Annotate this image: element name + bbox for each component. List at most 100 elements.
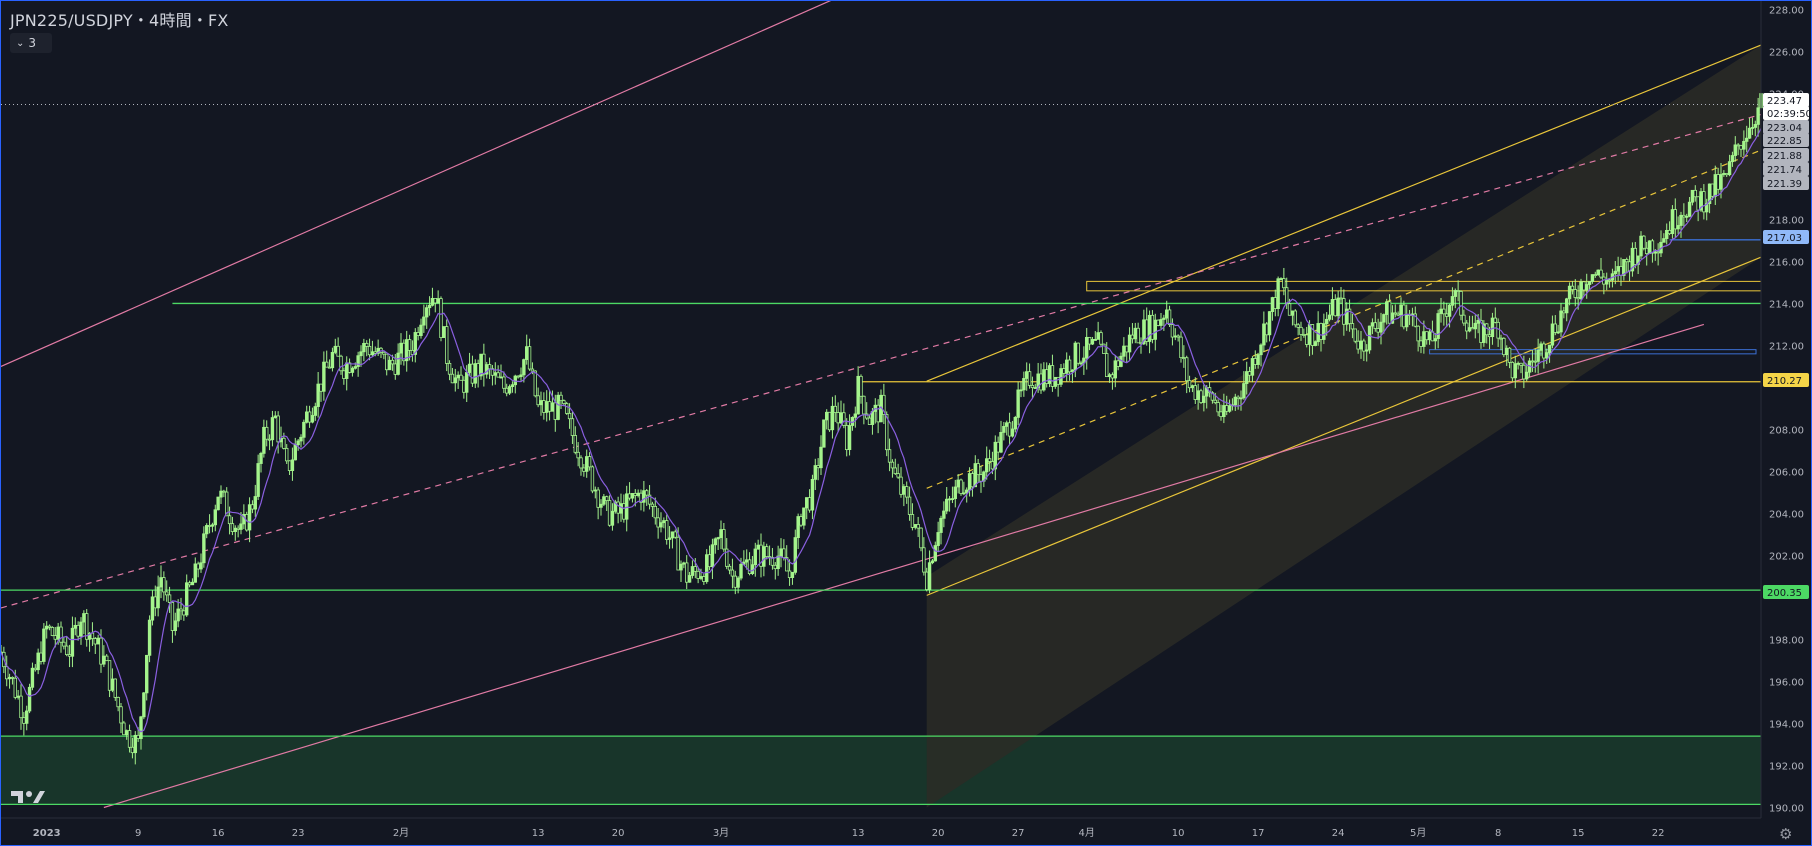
x-tick-label: 5月 — [1410, 827, 1426, 839]
candle-body — [70, 627, 75, 657]
candle-body — [1116, 360, 1120, 367]
candle-body — [1273, 297, 1277, 310]
candle-body — [636, 492, 640, 496]
candle-body — [79, 621, 83, 637]
candle-body — [627, 493, 632, 499]
candle-body — [99, 637, 103, 665]
candle-body — [73, 624, 77, 629]
price-badge-label: 200.35 — [1767, 588, 1802, 599]
candle-body — [965, 489, 969, 494]
candle-body — [13, 677, 17, 698]
candle-body — [939, 517, 943, 533]
y-tick-label: 194.00 — [1769, 719, 1804, 730]
candle-body — [527, 346, 532, 370]
candle-body — [859, 375, 863, 397]
candle-body — [1070, 369, 1075, 373]
candle-body — [739, 563, 743, 579]
candle-body — [347, 362, 352, 373]
candle-body — [670, 531, 675, 539]
candle-body — [1413, 313, 1417, 327]
candle-body — [710, 544, 715, 568]
candle-body — [599, 503, 603, 508]
tradingview-logo-icon[interactable] — [11, 789, 45, 809]
candle-body — [222, 490, 226, 493]
candle-body — [893, 467, 897, 475]
candle-body — [1233, 396, 1237, 406]
candle-body — [522, 359, 526, 376]
candle-body — [22, 717, 26, 724]
candle-body — [102, 655, 106, 665]
candle-body — [210, 524, 215, 527]
candle-body — [630, 492, 635, 499]
candle-body — [842, 412, 846, 426]
candle-body — [1073, 342, 1077, 371]
candle-body — [230, 523, 235, 532]
candle-body — [1470, 327, 1475, 330]
candle-body — [1459, 291, 1463, 316]
candle-body — [293, 444, 297, 461]
candle-body — [507, 386, 512, 394]
candle-body — [316, 383, 320, 407]
y-tick-label: 216.00 — [1769, 257, 1804, 268]
candle-body — [1290, 310, 1295, 316]
candle-body — [1013, 416, 1017, 430]
candle-body — [1747, 127, 1752, 139]
candle-body — [1522, 364, 1526, 380]
candle-body — [1136, 327, 1140, 344]
candle-body — [679, 563, 683, 571]
candle-body — [1336, 297, 1340, 317]
candle-body — [867, 417, 872, 425]
indicator-toggle-button[interactable]: ⌄ 3 — [10, 33, 52, 53]
candle-body — [1625, 259, 1629, 263]
candle-body — [562, 400, 566, 404]
candle-body — [199, 562, 203, 570]
gear-icon[interactable]: ⚙ — [1779, 825, 1793, 843]
candle-body — [810, 478, 815, 511]
candle-body — [1519, 362, 1523, 366]
candle-body — [622, 503, 626, 520]
x-tick-label: 17 — [1252, 828, 1265, 839]
candle-body — [1562, 310, 1566, 314]
candle-body — [967, 473, 972, 491]
candle-body — [65, 645, 69, 655]
x-tick-label: 16 — [212, 828, 225, 839]
candle-body — [45, 625, 49, 630]
candle-body — [1196, 390, 1200, 400]
y-tick-label: 192.00 — [1769, 761, 1804, 772]
candle-body — [499, 376, 503, 379]
candle-body — [1002, 426, 1006, 433]
price-badge — [1763, 162, 1809, 176]
candle-body — [530, 368, 535, 372]
x-tick-label: 27 — [1012, 828, 1025, 839]
candle-body — [305, 411, 309, 423]
candle-body — [473, 363, 477, 384]
candle-body — [696, 570, 700, 579]
candle-body — [1702, 191, 1706, 213]
candle-body — [1019, 389, 1023, 392]
candle-body — [625, 493, 629, 520]
candle-body — [193, 563, 197, 583]
candle-body — [616, 501, 620, 514]
candle-body — [1667, 229, 1672, 235]
candle-body — [1490, 317, 1495, 338]
candle-body — [1433, 338, 1437, 342]
chevron-down-icon: ⌄ — [16, 37, 25, 49]
candle-body — [727, 565, 732, 571]
candle-body — [659, 522, 663, 528]
x-tick-label: 20 — [932, 828, 945, 839]
candle-body — [667, 537, 672, 540]
x-tick-label: 20 — [612, 828, 625, 839]
candle-body — [1693, 189, 1697, 198]
candle-body — [107, 660, 112, 691]
candle-body — [547, 401, 552, 412]
candle-body — [85, 613, 89, 640]
candle-body — [1387, 301, 1392, 324]
price-badge-label: 223.04 — [1767, 123, 1802, 134]
candle-body — [350, 367, 355, 373]
candle-body — [1130, 334, 1135, 340]
candle-body — [259, 452, 263, 464]
candle-body — [382, 351, 386, 355]
candle-body — [1647, 240, 1652, 255]
candle-body — [885, 414, 889, 451]
